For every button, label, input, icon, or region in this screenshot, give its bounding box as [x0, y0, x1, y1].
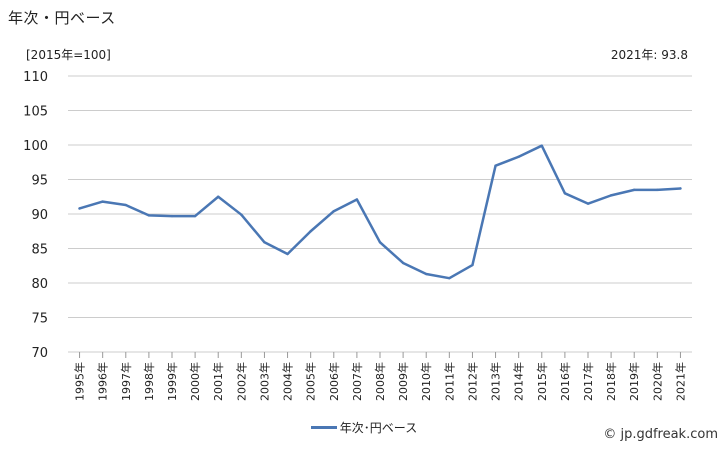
x-tick-label: 2020年 — [650, 362, 664, 401]
latest-value-note: 2021年: 93.8 — [610, 48, 688, 62]
x-tick-label: 2005年 — [304, 362, 318, 401]
x-tick-label: 2000年 — [188, 362, 202, 401]
x-tick-label: 2009年 — [396, 362, 410, 401]
data-point — [124, 203, 127, 207]
data-point — [401, 261, 405, 265]
x-tick-label: 1995年 — [73, 362, 87, 401]
data-point — [679, 187, 682, 190]
chart-title: 年次・円ベース — [8, 9, 116, 27]
data-point — [494, 164, 497, 167]
y-tick-label: 75 — [31, 312, 48, 327]
x-tick-label: 2004年 — [281, 362, 295, 401]
x-tick-label: 1996年 — [96, 362, 110, 401]
data-point — [471, 263, 474, 267]
x-tick-label: 1998年 — [142, 362, 156, 401]
data-point — [170, 214, 174, 218]
data-point — [656, 188, 659, 192]
data-point — [78, 207, 81, 210]
data-point — [517, 155, 520, 158]
x-tick-label: 1999年 — [165, 362, 179, 401]
x-tick-label: 2015年 — [535, 362, 549, 401]
y-tick-label: 85 — [31, 243, 48, 258]
x-tick-label: 2017年 — [581, 362, 595, 401]
data-point — [217, 195, 220, 198]
data-point — [633, 188, 636, 192]
y-tick-label: 110 — [23, 70, 48, 85]
data-point — [240, 213, 243, 216]
x-tick-label: 2013年 — [489, 362, 503, 401]
x-tick-label: 2014年 — [512, 362, 526, 401]
series-group — [78, 144, 682, 280]
y-axis-unit-label: [2015年=100] — [26, 48, 111, 62]
x-axis-ticks: 1995年 1996年 1997年 1998年 1999年 2000年 2001年 2002年… — [73, 352, 687, 401]
data-point — [263, 241, 266, 244]
x-tick-label: 2010年 — [419, 362, 433, 401]
data-point — [286, 252, 289, 256]
x-tick-label: 2008年 — [373, 362, 387, 401]
x-tick-label: 2011年 — [442, 362, 456, 401]
legend-label: 年次･円ベース — [339, 421, 418, 435]
x-tick-label: 1997年 — [119, 362, 133, 401]
data-point — [147, 214, 151, 217]
series-line — [78, 144, 682, 280]
y-tick-label: 100 — [23, 139, 48, 154]
data-point — [448, 276, 451, 280]
data-point — [355, 198, 359, 201]
x-tick-label: 2001年 — [211, 362, 225, 401]
x-tick-label: 2007年 — [350, 362, 364, 401]
x-tick-label: 2016年 — [558, 362, 572, 401]
data-point — [563, 192, 567, 195]
grid-lines — [68, 75, 692, 353]
data-point — [193, 214, 197, 218]
y-tick-label: 95 — [31, 174, 48, 189]
x-tick-label: 2006年 — [327, 362, 341, 401]
x-tick-label: 2021年 — [673, 362, 687, 401]
data-point — [309, 230, 312, 233]
data-point — [332, 210, 335, 213]
x-tick-label: 2019年 — [627, 362, 641, 401]
data-point — [101, 200, 104, 203]
y-tick-label: 70 — [31, 346, 48, 361]
x-tick-label: 2012年 — [465, 362, 479, 401]
y-tick-label: 105 — [23, 105, 48, 120]
data-point — [425, 272, 428, 276]
y-tick-label: 80 — [31, 277, 48, 292]
source-credit: © jp.gdfreak.com — [603, 427, 718, 442]
y-axis-ticks: 70 75 80 85 90 95 100 105 110 — [23, 70, 48, 361]
x-tick-label: 2002年 — [234, 362, 248, 401]
x-tick-label: 2003年 — [257, 362, 271, 401]
x-tick-label: 2018年 — [604, 362, 618, 401]
data-point — [609, 194, 613, 197]
y-tick-label: 90 — [31, 208, 48, 223]
legend: 年次･円ベース — [0, 419, 728, 436]
data-point — [378, 241, 382, 244]
data-point — [586, 202, 590, 205]
data-point — [540, 144, 543, 147]
legend-swatch — [310, 426, 337, 429]
